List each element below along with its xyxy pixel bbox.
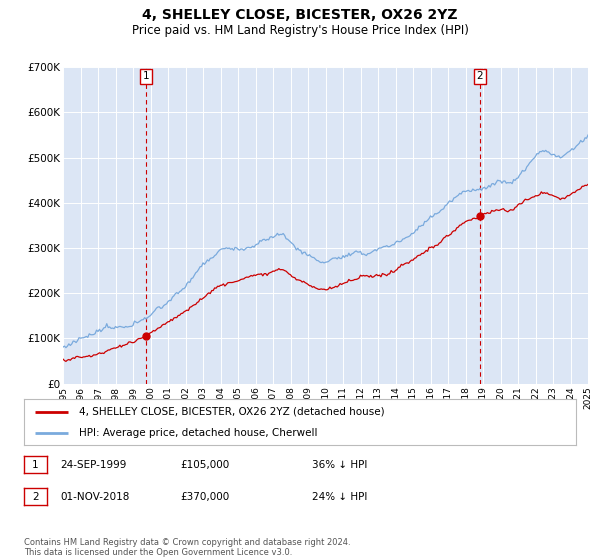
Text: £370,000: £370,000 (180, 492, 229, 502)
Text: 1: 1 (32, 460, 39, 470)
Text: 4, SHELLEY CLOSE, BICESTER, OX26 2YZ: 4, SHELLEY CLOSE, BICESTER, OX26 2YZ (142, 8, 458, 22)
Text: 36% ↓ HPI: 36% ↓ HPI (312, 460, 367, 470)
Text: 1: 1 (142, 71, 149, 81)
Text: 24-SEP-1999: 24-SEP-1999 (60, 460, 127, 470)
Text: 2: 2 (477, 71, 484, 81)
Text: HPI: Average price, detached house, Cherwell: HPI: Average price, detached house, Cher… (79, 428, 318, 438)
Text: Contains HM Land Registry data © Crown copyright and database right 2024.
This d: Contains HM Land Registry data © Crown c… (24, 538, 350, 557)
Text: 2: 2 (32, 492, 39, 502)
Text: 01-NOV-2018: 01-NOV-2018 (60, 492, 130, 502)
Text: Price paid vs. HM Land Registry's House Price Index (HPI): Price paid vs. HM Land Registry's House … (131, 24, 469, 36)
Text: £105,000: £105,000 (180, 460, 229, 470)
Text: 24% ↓ HPI: 24% ↓ HPI (312, 492, 367, 502)
Text: 4, SHELLEY CLOSE, BICESTER, OX26 2YZ (detached house): 4, SHELLEY CLOSE, BICESTER, OX26 2YZ (de… (79, 407, 385, 417)
